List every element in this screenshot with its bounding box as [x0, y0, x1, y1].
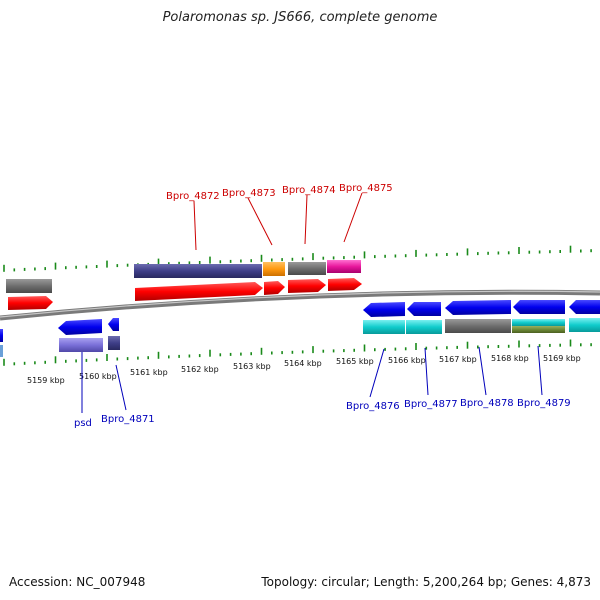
- kbp-label: 5166 kbp: [388, 356, 426, 365]
- gene-label: Bpro_4876: [346, 401, 400, 412]
- kbp-label: 5164 kbp: [284, 359, 322, 368]
- kbp-label: 5159 kbp: [27, 376, 65, 385]
- cds-arrow: [288, 279, 326, 293]
- gene-label: Bpro_4871: [101, 414, 155, 425]
- kbp-scale-labels: 5159 kbp 5160 kbp 5161 kbp 5162 kbp 5163…: [27, 354, 581, 385]
- tick-marks-top: [3, 245, 592, 272]
- top-gene-labels: Bpro_4872 Bpro_4873 Bpro_4874 Bpro_4875: [166, 183, 393, 251]
- cds-arrow: [407, 302, 441, 316]
- genome-stats-text: Topology: circular; Length: 5,200,264 bp…: [261, 575, 591, 589]
- gene-label: Bpro_4877: [404, 399, 458, 410]
- gene-label: Bpro_4875: [339, 183, 393, 194]
- bottom-gene-labels: psd Bpro_4871 Bpro_4876 Bpro_4877 Bpro_4…: [74, 345, 571, 429]
- cds-arrow: [58, 319, 102, 335]
- cds-arrow: [264, 281, 285, 295]
- kbp-label: 5165 kbp: [336, 357, 374, 366]
- reverse-cds-row: [0, 300, 600, 342]
- gene-feature: [569, 318, 600, 332]
- gene-feature: [263, 262, 285, 276]
- gene-feature: [134, 264, 262, 278]
- kbp-label: 5161 kbp: [130, 368, 168, 377]
- cds-arrow: [8, 296, 53, 310]
- map-title: Polaromonas sp. JS666, complete genome: [162, 10, 438, 25]
- bottom-feature-row: [0, 318, 600, 357]
- gene-label: Bpro_4874: [282, 185, 336, 196]
- tick-marks-bottom: [3, 339, 592, 366]
- accession-text: Accession: NC_007948: [9, 575, 146, 589]
- cds-arrow: [108, 318, 119, 331]
- kbp-label: 5160 kbp: [79, 372, 117, 381]
- gene-feature: [108, 336, 120, 350]
- gene-label: Bpro_4873: [222, 188, 276, 199]
- gene-label: Bpro_4879: [517, 398, 571, 409]
- kbp-label: 5163 kbp: [233, 362, 271, 371]
- gene-label: psd: [74, 418, 92, 429]
- gene-feature: [6, 279, 52, 293]
- genome-backbone: [0, 289, 600, 321]
- cds-arrow: [135, 282, 263, 301]
- gene-feature: [406, 320, 442, 334]
- top-feature-row: [6, 260, 361, 293]
- gene-feature: [512, 326, 565, 333]
- cds-arrow: [569, 300, 600, 314]
- gene-feature: [445, 319, 511, 333]
- gene-feature: [59, 338, 103, 352]
- cds-arrow: [0, 329, 3, 342]
- cds-arrow: [445, 300, 511, 315]
- gene-feature: [363, 320, 405, 334]
- kbp-label: 5168 kbp: [491, 354, 529, 363]
- forward-cds-row: [8, 278, 362, 310]
- gene-feature: [288, 262, 326, 275]
- gene-feature: [0, 345, 3, 357]
- cds-arrow: [363, 302, 405, 317]
- cds-arrow: [513, 300, 565, 314]
- kbp-label: 5162 kbp: [181, 365, 219, 374]
- cds-arrow: [328, 278, 362, 291]
- kbp-label: 5167 kbp: [439, 355, 477, 364]
- gene-feature: [512, 319, 565, 326]
- gene-label: Bpro_4872: [166, 191, 220, 202]
- gene-feature: [327, 260, 361, 273]
- kbp-label: 5169 kbp: [543, 354, 581, 363]
- gene-label: Bpro_4878: [460, 398, 514, 409]
